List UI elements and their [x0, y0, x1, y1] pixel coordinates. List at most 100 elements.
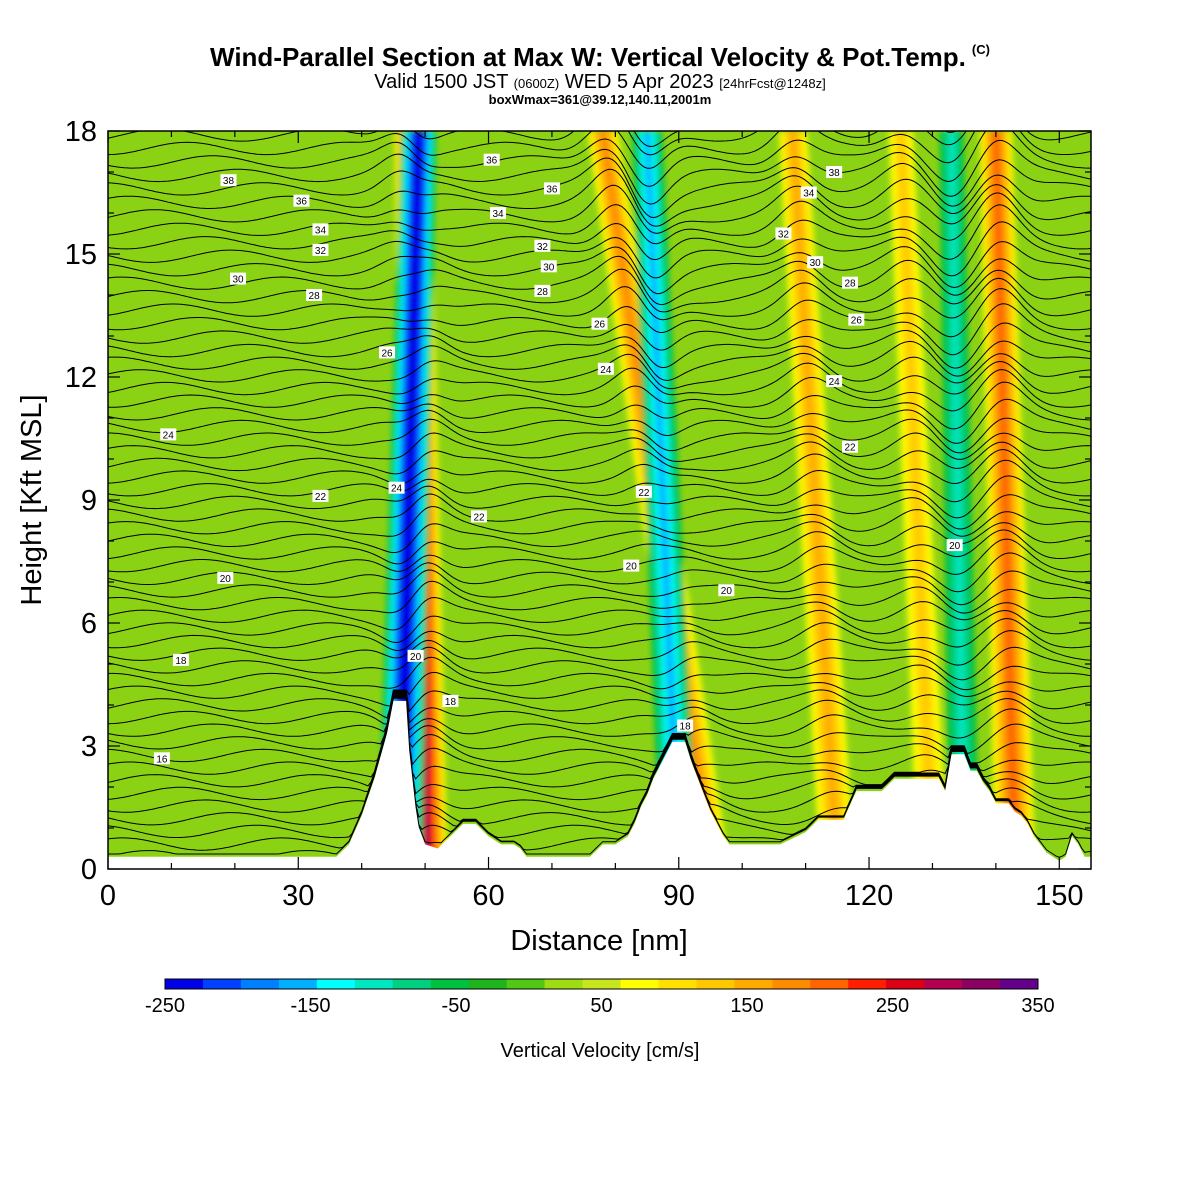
y-tick-label: 12: [65, 362, 97, 394]
svg-text:26: 26: [851, 316, 863, 327]
isentrope-label: 30: [807, 256, 824, 269]
isentrope-line: [108, 417, 1091, 454]
y-tick-label: 3: [81, 731, 97, 763]
isentrope-label: 20: [217, 571, 234, 585]
downdraft-band-2-level-2: [948, 131, 968, 869]
isentrope-label: 36: [543, 182, 560, 195]
isentrope-label: 38: [220, 174, 237, 187]
isentrope-line: [108, 168, 1091, 227]
svg-text:32: 32: [778, 230, 790, 241]
colorbar-tick-label: 50: [590, 995, 612, 1017]
x-tick-label: 150: [1035, 880, 1083, 912]
colorbar-swatch: [354, 979, 394, 989]
y-tick-label: 9: [81, 485, 97, 517]
isentrope-line: [108, 690, 1091, 725]
svg-text:38: 38: [829, 168, 841, 179]
isentrope-line: [108, 506, 1091, 537]
colorbar-swatch: [544, 979, 584, 989]
isentrope-line: [108, 360, 1091, 396]
isentrope-line: [108, 656, 1091, 691]
isentrope-line: [108, 552, 1091, 593]
svg-text:32: 32: [537, 242, 549, 253]
isentrope-line: [108, 157, 1091, 219]
svg-text:18: 18: [175, 656, 187, 667]
colorbar-swatch: [392, 979, 432, 989]
svg-text:22: 22: [638, 488, 650, 499]
isentrope-label: 36: [483, 153, 500, 167]
colorbar-tick-label: 150: [730, 995, 763, 1017]
svg-text:20: 20: [220, 574, 232, 585]
isentrope-line: [108, 696, 1091, 839]
colorbar-swatch: [924, 979, 963, 989]
svg-text:20: 20: [949, 541, 961, 552]
x-tick-label: 120: [845, 880, 893, 912]
isentrope-label: 18: [442, 694, 459, 708]
colorbar-swatch: [278, 979, 318, 989]
isentrope-line: [108, 131, 1091, 187]
isentrope-line: [108, 609, 1091, 644]
terrain: [108, 700, 1091, 869]
isentrope-line: [108, 493, 1091, 530]
isentrope-label: 24: [597, 362, 614, 376]
colorbar: -250 -150 -50 50 150 250 350: [145, 978, 1055, 1017]
colorbar-swatch: [848, 979, 887, 989]
isentrope-line: [108, 630, 1091, 666]
isentrope-labels: 38 36 34 32 30 28 36 36 34 32 30 28 26 26 24 38 34 32 30 28…: [153, 153, 963, 765]
isentrope-label: 28: [842, 276, 859, 290]
isentrope-label: 18: [677, 719, 694, 733]
svg-text:34: 34: [803, 189, 815, 200]
colorbar-swatch: [240, 979, 280, 989]
svg-text:36: 36: [296, 197, 308, 208]
svg-text:26: 26: [381, 348, 393, 359]
isentrope-label: 26: [591, 317, 608, 331]
colorbar-tick-label: -250: [145, 995, 185, 1017]
plot-area: 38 36 34 32 30 28 36 36 34 32 30 28 26 26 24 38 34 32 30 28…: [108, 131, 1091, 869]
isentrope-line: [108, 441, 1091, 475]
isentrope-label: 24: [388, 481, 405, 495]
svg-text:16: 16: [156, 754, 168, 765]
y-tick-label: 18: [65, 116, 97, 148]
svg-text:28: 28: [309, 291, 321, 302]
isentrope-line: [108, 255, 1091, 306]
svg-text:20: 20: [721, 586, 733, 597]
isentrope-line: [108, 303, 1091, 356]
isentrope-label: 32: [312, 243, 329, 257]
isentrope-line: [108, 277, 1091, 321]
isentrope-line: [108, 646, 1091, 681]
x-axis: 0 30 60 90 120 150: [100, 131, 1083, 912]
svg-text:34: 34: [492, 209, 504, 220]
isentrope-line: [108, 694, 1091, 801]
isentrope-line: [108, 671, 1091, 707]
isentrope-label: 20: [407, 649, 424, 663]
colorbar-swatch: [772, 979, 811, 989]
chart-subtitle: Valid 1500 JST (0600Z) WED 5 Apr 2023 [2…: [374, 71, 826, 93]
colorbar-swatch: [468, 979, 508, 989]
isentrope-label: 22: [471, 510, 488, 523]
svg-text:30: 30: [810, 258, 822, 269]
colorbar-swatch: [1000, 979, 1039, 989]
x-tick-label: 0: [100, 880, 116, 912]
isentrope-label: 20: [623, 559, 640, 573]
copyright-mark: (C): [971, 42, 990, 57]
svg-text:34: 34: [315, 225, 327, 236]
isentrope-line: [108, 692, 1091, 766]
isentrope-label: 24: [160, 428, 177, 441]
y-tick-label: 0: [81, 854, 97, 886]
isentrope-label: 32: [534, 239, 551, 253]
colorbar-tick-label: 350: [1021, 995, 1054, 1017]
svg-text:28: 28: [537, 287, 549, 298]
chart-title: Wind-Parallel Section at Max W: Vertical…: [210, 42, 990, 72]
isentrope-line: [108, 695, 1091, 813]
svg-text:28: 28: [844, 279, 856, 290]
isentrope-line: [108, 475, 1091, 519]
isentrope-line: [108, 221, 1091, 279]
updraft-band-2-level-3: [789, 131, 842, 869]
isentrope-line: [108, 689, 1091, 719]
isentrope-line: [108, 521, 1091, 554]
chart-box-info: boxWmax=361@39.12,140.11,2001m: [488, 92, 712, 107]
isentrope-label: 34: [490, 207, 507, 220]
updraft-band-3-level-2: [897, 131, 937, 869]
colorbar-tick-label: 250: [876, 995, 909, 1017]
